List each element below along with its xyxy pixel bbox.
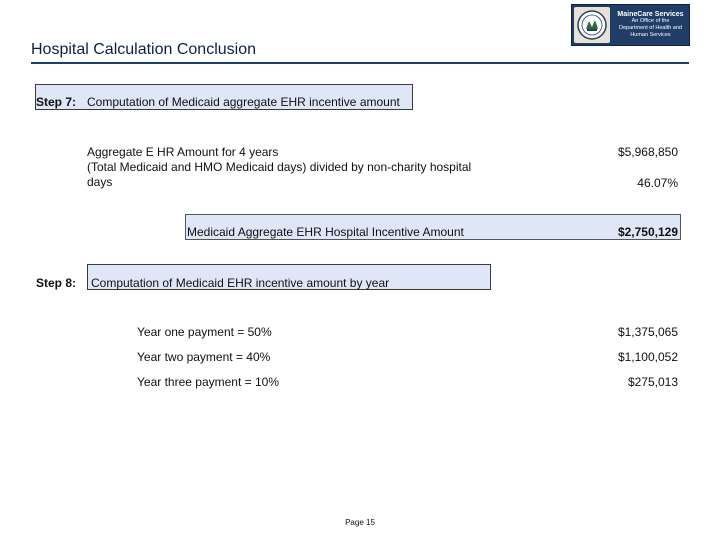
payment-year-one-value: $1,375,065 [617, 325, 678, 339]
payment-year-two-value: $1,100,052 [617, 350, 678, 364]
step7-highlight-box [35, 84, 413, 110]
logo-brand: MaineCare Services [617, 11, 684, 18]
payment-year-three-value: $275,013 [627, 375, 678, 389]
aggregate-total-label: Medicaid Aggregate EHR Hospital Incentiv… [187, 225, 464, 239]
aggregate-amount-label: Aggregate E HR Amount for 4 years [87, 145, 279, 159]
aggregate-total-highlight-box [185, 214, 681, 240]
page-title: Hospital Calculation Conclusion [31, 41, 257, 58]
step8-label: Step 8: [36, 276, 77, 290]
payment-year-one-label: Year one payment = 50% [137, 325, 272, 339]
medicaid-share-label: (Total Medicaid and HMO Medicaid days) d… [87, 160, 472, 189]
logo-text: MaineCare Services An Office of the Depa… [610, 11, 689, 39]
step7-label: Step 7: [36, 95, 77, 109]
page-number: Page 15 [345, 518, 375, 527]
step8-description: Computation of Medicaid EHR incentive am… [91, 276, 390, 290]
medicaid-share-value: 46.07% [637, 176, 678, 190]
payment-year-two-label: Year two payment = 40% [137, 350, 271, 364]
aggregate-amount-value: $5,968,850 [617, 145, 678, 159]
aggregate-total-value: $2,750,129 [617, 225, 678, 239]
title-divider [31, 62, 689, 64]
logo-line2: Department of Health and Human Services [619, 25, 682, 38]
mainecare-logo: MaineCare Services An Office of the Depa… [571, 4, 690, 46]
step7-description: Computation of Medicaid aggregate EHR in… [87, 95, 400, 109]
logo-line1: An Office of the [631, 18, 670, 24]
state-seal-icon [574, 7, 610, 43]
step8-highlight-box [87, 264, 491, 290]
payment-year-three-label: Year three payment = 10% [137, 375, 279, 389]
